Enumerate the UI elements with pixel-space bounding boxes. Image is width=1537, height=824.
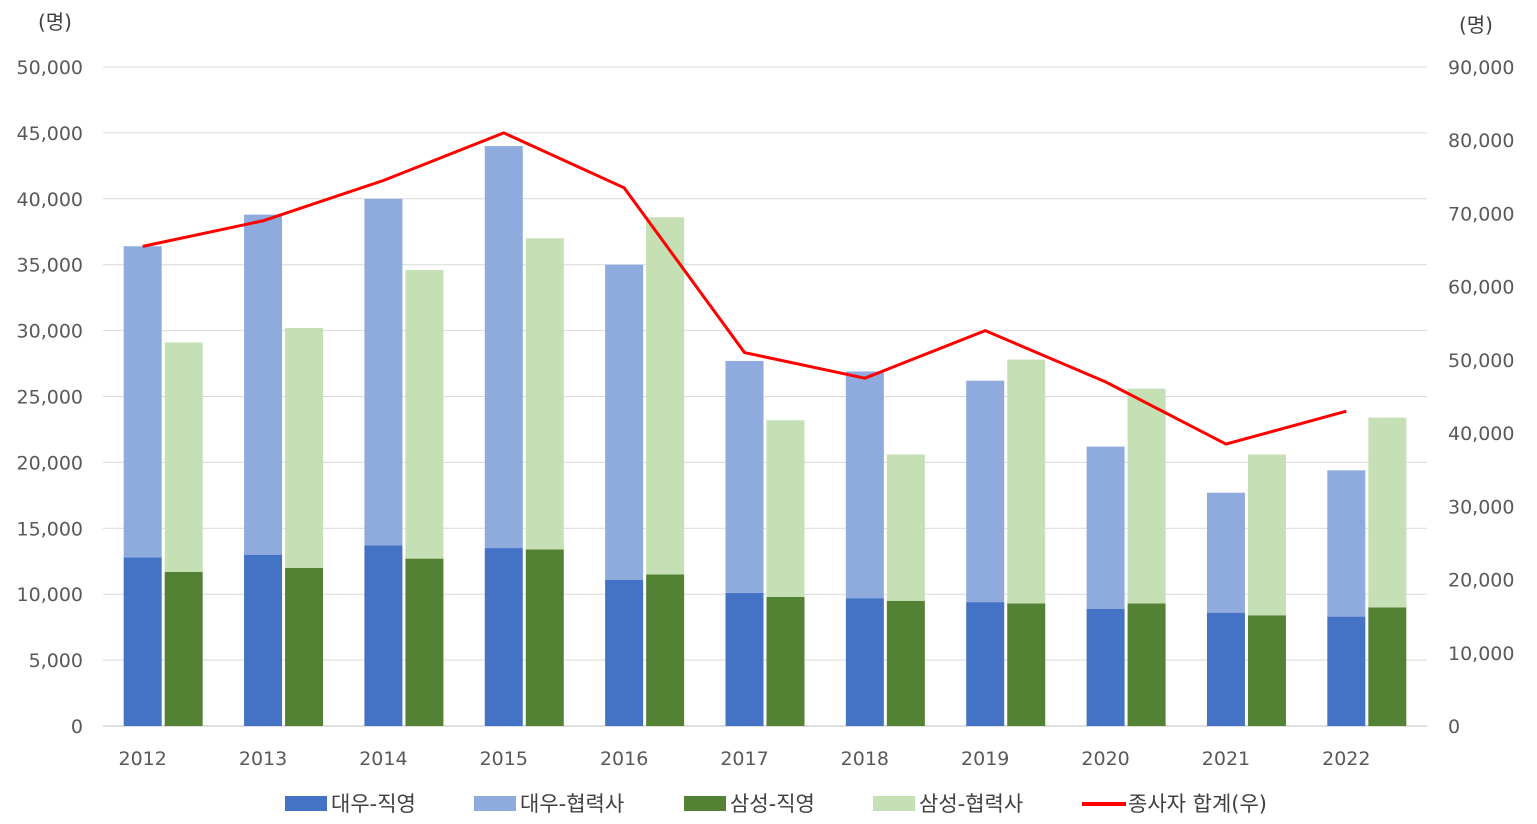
x-tick-label: 2012 <box>119 748 167 770</box>
bar-삼성-협력사 <box>164 342 203 572</box>
legend-swatch <box>285 796 327 811</box>
bar-대우-직영 <box>725 592 764 726</box>
y-left-tick-label: 0 <box>71 716 83 738</box>
bar-삼성-직영 <box>646 574 685 726</box>
y-left-tick-label: 30,000 <box>17 321 83 343</box>
y-right-tick-label: 20,000 <box>1448 570 1514 592</box>
x-tick-label: 2022 <box>1322 748 1370 770</box>
bar-삼성-협력사 <box>285 327 324 568</box>
bar-대우-협력사 <box>1206 492 1245 613</box>
bar-삼성-협력사 <box>646 217 685 575</box>
y-right-tick-label: 70,000 <box>1448 203 1514 225</box>
bars <box>123 146 1407 726</box>
y-left-tick-label: 35,000 <box>17 255 83 277</box>
bar-대우-직영 <box>484 548 523 726</box>
y-right-tick-label: 60,000 <box>1448 277 1514 299</box>
legend-swatch <box>873 796 915 811</box>
bar-삼성-직영 <box>285 567 324 726</box>
bar-대우-협력사 <box>484 146 523 549</box>
x-tick-label: 2018 <box>841 748 889 770</box>
bar-삼성-협력사 <box>766 420 805 597</box>
bar-대우-직영 <box>364 545 403 726</box>
y-right-tick-label: 80,000 <box>1448 130 1514 152</box>
bar-삼성-직영 <box>766 596 805 726</box>
y-left-tick-label: 10,000 <box>17 584 83 606</box>
bar-삼성-협력사 <box>1127 388 1166 604</box>
y-left-tick-label: 45,000 <box>17 123 83 145</box>
bar-삼성-협력사 <box>1368 417 1407 608</box>
x-tick-label: 2017 <box>720 748 768 770</box>
bar-대우-직영 <box>244 554 283 726</box>
bar-삼성-직영 <box>525 549 564 726</box>
bar-대우-협력사 <box>1086 446 1125 609</box>
bar-대우-직영 <box>605 579 644 726</box>
bar-삼성-협력사 <box>1247 454 1286 616</box>
bar-삼성-직영 <box>1368 607 1407 726</box>
axes: 0 5,000 10,000 15,000 20,000 25,000 30,000 35,0… <box>17 10 1515 770</box>
y-right-tick-label: 0 <box>1448 716 1460 738</box>
legend-label: 대우-협력사 <box>520 792 624 816</box>
bar-대우-협력사 <box>725 360 764 593</box>
y-right-tick-label: 40,000 <box>1448 423 1514 445</box>
y-left-tick-label: 50,000 <box>17 57 83 79</box>
y-right-tick-label: 10,000 <box>1448 643 1514 665</box>
bar-삼성-직영 <box>164 571 203 726</box>
y-left-unit-label: (명) <box>38 10 72 34</box>
bar-삼성-협력사 <box>405 269 444 559</box>
bar-삼성-협력사 <box>1007 359 1046 604</box>
bar-삼성-협력사 <box>525 238 564 550</box>
bar-삼성-협력사 <box>886 454 925 601</box>
bar-삼성-직영 <box>886 600 925 726</box>
bar-삼성-직영 <box>405 558 444 726</box>
bar-대우-직영 <box>1206 612 1245 726</box>
y-right-tick-label: 30,000 <box>1448 496 1514 518</box>
y-left-tick-label: 40,000 <box>17 189 83 211</box>
y-left-tick-label: 25,000 <box>17 387 83 409</box>
legend-swatch <box>474 796 516 811</box>
bar-대우-협력사 <box>123 246 162 558</box>
bar-대우-협력사 <box>605 264 644 580</box>
legend-label: 삼성-직영 <box>730 792 815 816</box>
x-tick-label: 2021 <box>1202 748 1250 770</box>
bar-대우-협력사 <box>845 371 884 599</box>
bar-대우-협력사 <box>244 214 283 555</box>
y-right-tick-label: 50,000 <box>1448 350 1514 372</box>
total-line <box>142 131 1347 446</box>
bar-대우-협력사 <box>966 380 1005 603</box>
x-tick-label: 2016 <box>600 748 648 770</box>
legend-swatch <box>684 796 726 811</box>
bar-삼성-직영 <box>1127 603 1166 726</box>
x-tick-label: 2013 <box>239 748 287 770</box>
bar-대우-협력사 <box>364 198 403 546</box>
bar-대우-협력사 <box>1327 470 1366 617</box>
y-right-tick-label: 90,000 <box>1448 57 1514 79</box>
legend-label: 종사자 합계(우) <box>1128 792 1267 816</box>
x-tick-label: 2020 <box>1081 748 1129 770</box>
bar-대우-직영 <box>123 557 162 726</box>
legend-label: 삼성-협력사 <box>919 792 1023 816</box>
x-tick-label: 2019 <box>961 748 1009 770</box>
gridlines <box>103 66 1427 727</box>
bar-대우-직영 <box>1327 616 1366 726</box>
x-tick-label: 2014 <box>359 748 407 770</box>
y-left-tick-label: 5,000 <box>29 650 83 672</box>
bar-삼성-직영 <box>1007 603 1046 726</box>
bar-대우-직영 <box>1086 608 1125 726</box>
y-left-tick-label: 20,000 <box>17 452 83 474</box>
bar-대우-직영 <box>845 598 884 726</box>
y-left-tick-label: 15,000 <box>17 518 83 540</box>
y-right-unit-label: (명) <box>1459 13 1493 37</box>
bar-삼성-직영 <box>1247 615 1286 726</box>
x-tick-label: 2015 <box>480 748 528 770</box>
legend: 대우-직영 대우-협력사 삼성-직영 삼성-협력사 종사자 합계(우) <box>285 792 1267 816</box>
bar-대우-직영 <box>966 602 1005 726</box>
legend-label: 대우-직영 <box>331 792 416 816</box>
